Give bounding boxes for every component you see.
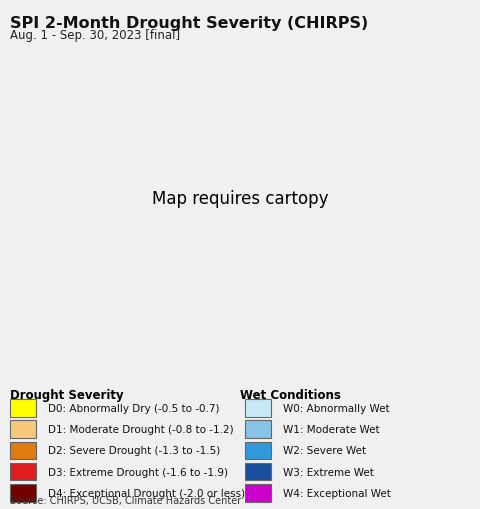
Bar xyxy=(245,420,271,438)
Bar xyxy=(245,484,271,501)
Text: Wet Conditions: Wet Conditions xyxy=(240,388,341,401)
Text: Aug. 1 - Sep. 30, 2023 [final]: Aug. 1 - Sep. 30, 2023 [final] xyxy=(10,29,180,42)
Bar xyxy=(10,420,36,438)
Bar xyxy=(10,399,36,417)
Text: Source: CHIRPS, UCSB, Climate Hazards Center: Source: CHIRPS, UCSB, Climate Hazards Ce… xyxy=(10,495,241,505)
Text: W1: Moderate Wet: W1: Moderate Wet xyxy=(283,424,380,434)
Text: Drought Severity: Drought Severity xyxy=(10,388,123,401)
Text: W0: Abnormally Wet: W0: Abnormally Wet xyxy=(283,403,390,413)
Text: Map requires cartopy: Map requires cartopy xyxy=(152,189,328,208)
Bar xyxy=(10,442,36,459)
Text: W2: Severe Wet: W2: Severe Wet xyxy=(283,445,366,456)
Text: W3: Extreme Wet: W3: Extreme Wet xyxy=(283,467,374,476)
Bar xyxy=(245,399,271,417)
Bar xyxy=(10,484,36,501)
Bar xyxy=(245,463,271,480)
Text: D4: Exceptional Drought (-2.0 or less): D4: Exceptional Drought (-2.0 or less) xyxy=(48,488,245,498)
Text: D3: Extreme Drought (-1.6 to -1.9): D3: Extreme Drought (-1.6 to -1.9) xyxy=(48,467,228,476)
Text: D0: Abnormally Dry (-0.5 to -0.7): D0: Abnormally Dry (-0.5 to -0.7) xyxy=(48,403,219,413)
Text: D2: Severe Drought (-1.3 to -1.5): D2: Severe Drought (-1.3 to -1.5) xyxy=(48,445,220,456)
Text: D1: Moderate Drought (-0.8 to -1.2): D1: Moderate Drought (-0.8 to -1.2) xyxy=(48,424,234,434)
Text: SPI 2-Month Drought Severity (CHIRPS): SPI 2-Month Drought Severity (CHIRPS) xyxy=(10,16,368,31)
Text: W4: Exceptional Wet: W4: Exceptional Wet xyxy=(283,488,391,498)
Bar xyxy=(245,442,271,459)
Bar xyxy=(10,463,36,480)
